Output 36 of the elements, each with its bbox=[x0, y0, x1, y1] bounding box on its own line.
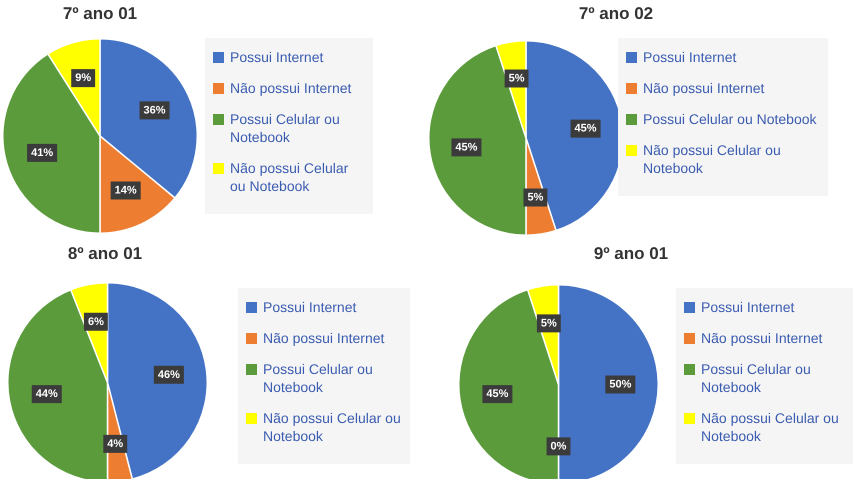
data-label: 45% bbox=[455, 141, 478, 154]
legend-label: Não possui Celular ou Notebook bbox=[263, 409, 402, 445]
chart-title: 7º ano 02 bbox=[578, 4, 654, 24]
data-label: 41% bbox=[31, 146, 54, 159]
data-label: 50% bbox=[609, 378, 632, 391]
legend-label: Possui Internet bbox=[230, 48, 324, 66]
legend-label: Não possui Internet bbox=[701, 329, 822, 347]
legend-label: Não possui Internet bbox=[230, 79, 352, 97]
legend-label: Não possui Celular ou Notebook bbox=[643, 141, 782, 177]
legend-label: Possui Internet bbox=[701, 298, 794, 316]
legend-label: Possui Celular ou Notebook bbox=[643, 110, 817, 128]
chart-title: 7º ano 01 bbox=[62, 4, 138, 24]
data-label: 44% bbox=[36, 388, 58, 400]
legend-label: Não possui Internet bbox=[263, 329, 384, 347]
data-label: 5% bbox=[540, 317, 557, 330]
legend-label: Possui Internet bbox=[263, 298, 356, 316]
data-label: 14% bbox=[114, 184, 137, 197]
legend-label: Possui Celular ou Notebook bbox=[701, 360, 812, 396]
chart-title: 8º ano 01 bbox=[66, 244, 144, 264]
data-label: 46% bbox=[158, 368, 180, 381]
legend-label: Possui Celular ou Notebook bbox=[230, 110, 341, 146]
legend-label: Possui Celular ou Notebook bbox=[263, 360, 374, 396]
data-label: 5% bbox=[527, 192, 544, 204]
legend-label: Não possui Celular ou Notebook bbox=[701, 409, 840, 445]
data-label: 5% bbox=[508, 72, 525, 84]
text: 0% bbox=[550, 440, 566, 452]
data-label: 9% bbox=[75, 72, 92, 84]
data-label: 45% bbox=[486, 388, 509, 400]
legend-label: Possui Internet bbox=[643, 48, 736, 66]
chart-title: 9º ano 01 bbox=[592, 244, 670, 264]
legend-label: Não possui Internet bbox=[643, 79, 764, 97]
data-label: 6% bbox=[88, 316, 104, 328]
data-label: 4% bbox=[107, 438, 124, 450]
legend-label: Não possui Celular ou Notebook bbox=[230, 159, 350, 195]
data-label: 36% bbox=[144, 104, 166, 116]
data-label: 45% bbox=[574, 122, 597, 135]
